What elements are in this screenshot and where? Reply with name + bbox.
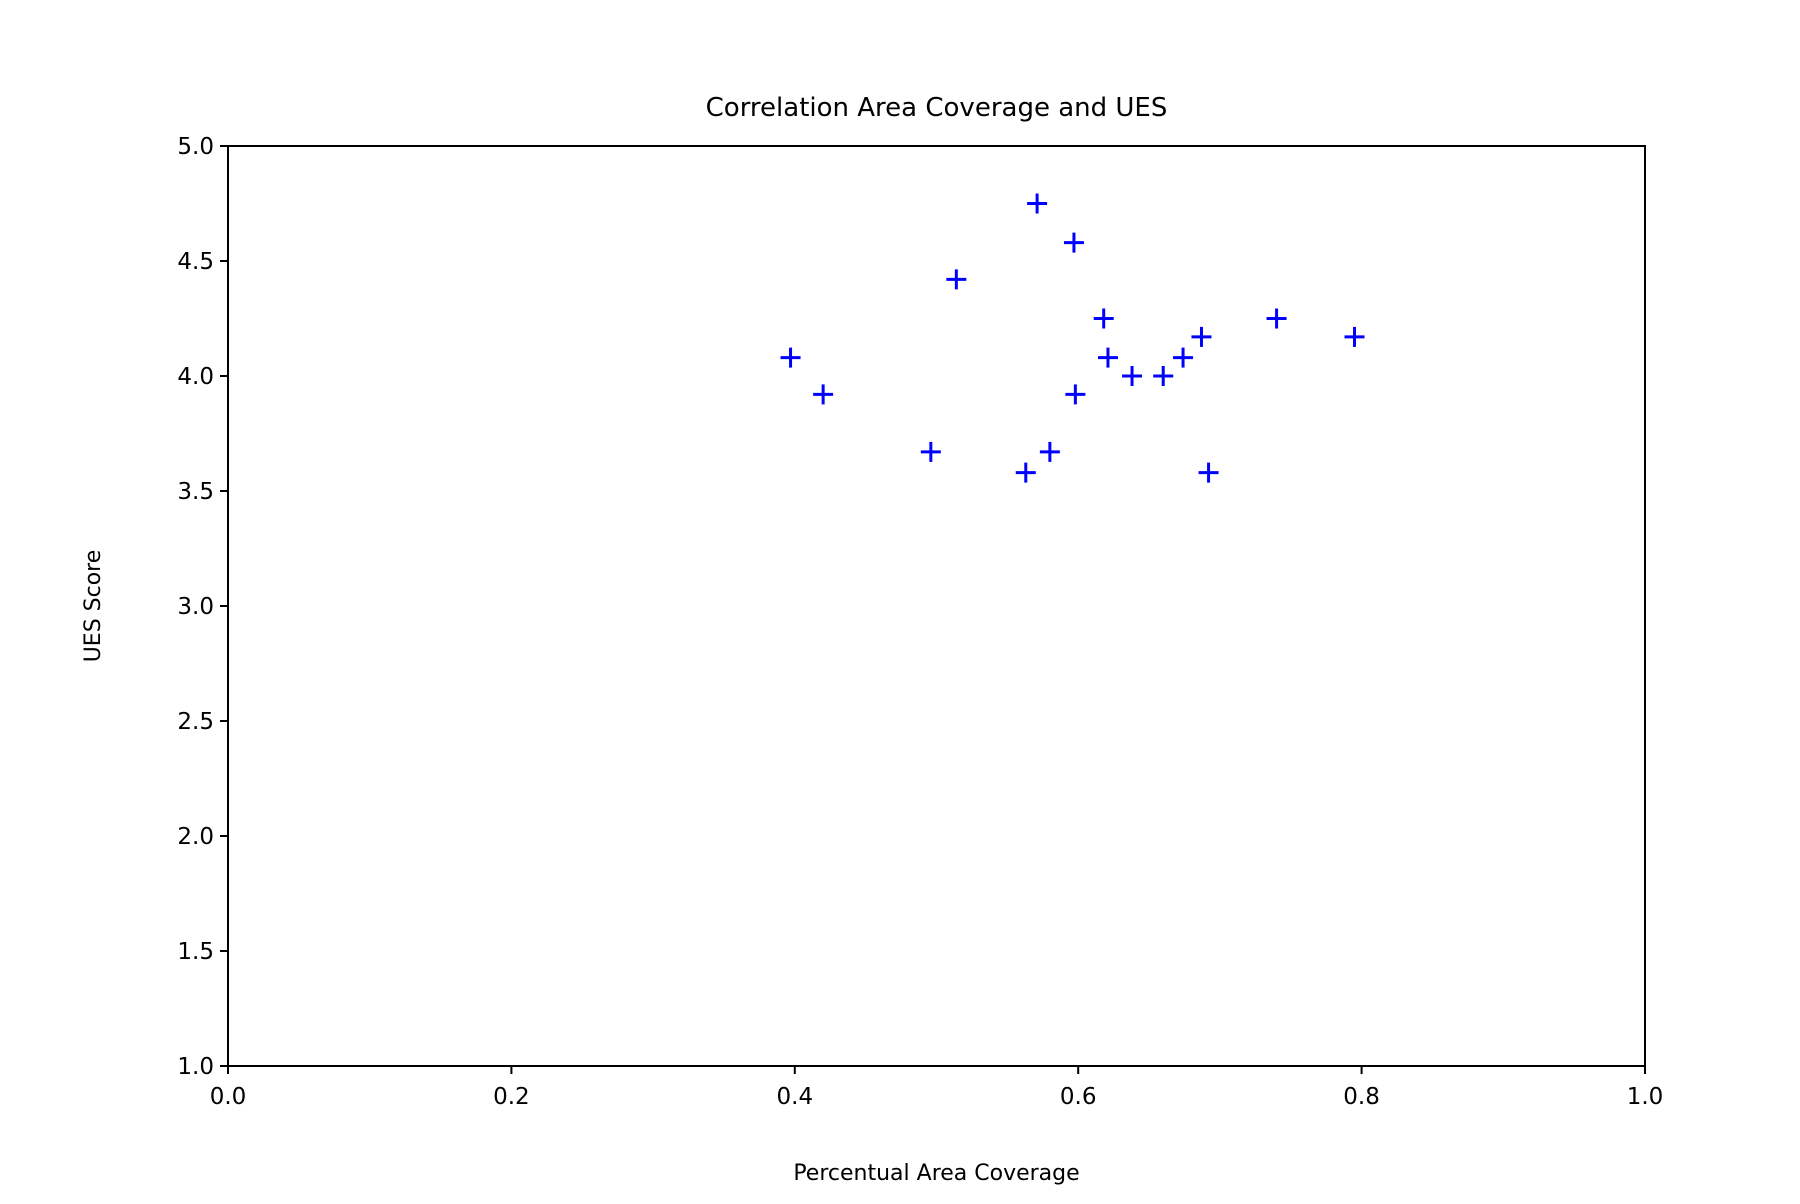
data-point: [1198, 462, 1219, 483]
x-tick-label: 0.4: [777, 1084, 814, 1110]
data-point: [1191, 326, 1212, 347]
data-point: [1039, 441, 1060, 462]
data-point: [1063, 232, 1084, 253]
data-point: [1344, 326, 1365, 347]
data-point: [1093, 308, 1114, 329]
data-point: [1097, 347, 1118, 368]
data-point: [780, 347, 801, 368]
data-point: [1015, 462, 1036, 483]
data-point: [946, 269, 967, 290]
y-tick-label: 3.0: [177, 594, 214, 620]
chart-title: Correlation Area Coverage and UES: [706, 93, 1168, 123]
data-point: [1065, 384, 1086, 405]
y-tick-label: 2.0: [177, 824, 214, 850]
x-tick-label: 0.8: [1343, 1084, 1380, 1110]
y-tick-label: 4.0: [177, 364, 214, 390]
y-tick-label: 1.5: [177, 939, 214, 965]
x-tick-label: 1.0: [1627, 1084, 1664, 1110]
data-point: [1266, 308, 1287, 329]
data-point: [1153, 366, 1174, 386]
data-point: [920, 441, 941, 462]
y-axis-label: UES Score: [81, 550, 106, 663]
data-point: [813, 384, 834, 405]
y-tick-label: 3.5: [177, 479, 214, 505]
y-tick-label: 4.5: [177, 249, 214, 275]
axes: 0.0 0.2 0.4 0.6 0.8 1.0 1.0 1.5 2.0 2.5 3.0 3.5 4.0 4…: [177, 134, 1663, 1110]
x-axis-label: Percentual Area Coverage: [793, 1161, 1079, 1186]
x-tick-label: 0.0: [210, 1084, 247, 1110]
data-point: [1173, 347, 1194, 368]
x-tick-label: 0.2: [493, 1084, 530, 1110]
plot-frame: [227, 145, 1646, 1067]
y-tick-label: 1.0: [177, 1054, 214, 1080]
data-point: [1027, 193, 1048, 214]
y-tick-label: 5.0: [177, 134, 214, 160]
y-tick-label: 2.5: [177, 709, 214, 735]
x-tick-label: 0.6: [1060, 1084, 1097, 1110]
data-point: [1122, 366, 1143, 386]
data-points: [780, 193, 1365, 483]
